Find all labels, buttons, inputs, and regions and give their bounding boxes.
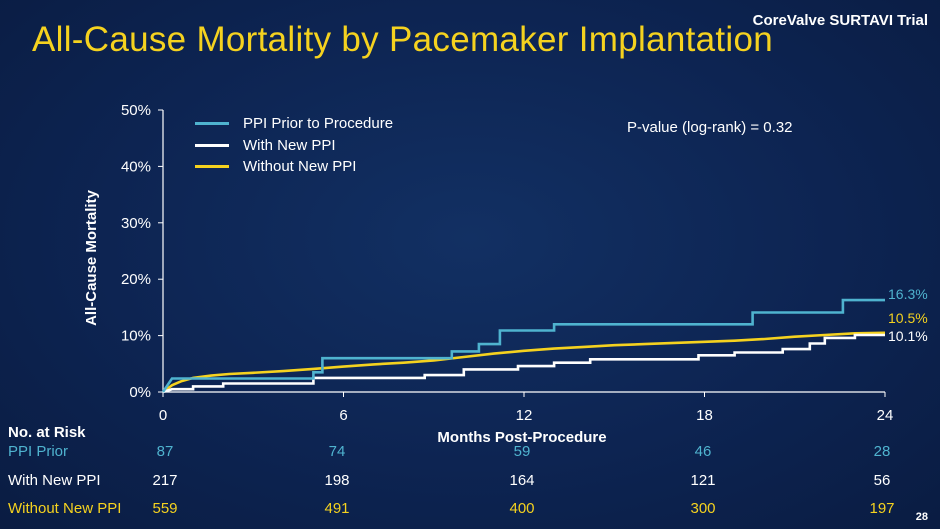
risk-row-label: With New PPI	[8, 472, 101, 489]
legend-swatch-without	[195, 165, 229, 169]
end-label-prior: 16.3%	[888, 286, 928, 302]
x-tick-label: 24	[877, 407, 894, 424]
risk-row-label: PPI Prior	[8, 443, 69, 460]
risk-row-label: Without New PPI	[8, 500, 122, 517]
risk-cell: 217	[152, 472, 178, 489]
page-number: 28	[915, 511, 928, 523]
risk-cell: 491	[324, 500, 350, 517]
legend: PPI Prior to Procedure With New PPI With…	[195, 113, 393, 178]
x-tick-label: 6	[339, 407, 347, 424]
x-tick-label: 18	[696, 407, 713, 424]
risk-cell: 121	[690, 472, 716, 489]
legend-item-new: With New PPI	[195, 135, 393, 157]
legend-label-without: Without New PPI	[243, 158, 357, 176]
y-tick-label: 0%	[129, 384, 151, 401]
y-tick-label: 40%	[121, 158, 151, 175]
risk-cell: 74	[328, 443, 346, 460]
legend-swatch-prior	[195, 122, 229, 126]
trial-name: CoreValve SURTAVI Trial	[752, 12, 928, 29]
risk-cell: 56	[873, 472, 891, 489]
x-tick-label: 0	[159, 407, 167, 424]
legend-label-prior: PPI Prior to Procedure	[243, 115, 394, 133]
risk-cell: 198	[324, 472, 350, 489]
legend-swatch-new	[195, 143, 229, 147]
legend-label-new: With New PPI	[243, 136, 336, 154]
end-label-without: 10.5%	[888, 310, 928, 326]
series-line-new	[162, 333, 885, 394]
risk-cell: 400	[509, 500, 535, 517]
legend-item-prior: PPI Prior to Procedure	[195, 113, 393, 135]
risk-cell: 87	[156, 443, 174, 460]
risk-cell: 164	[509, 472, 535, 489]
pvalue-annotation: P-value (log-rank) = 0.32	[627, 119, 793, 136]
risk-cell: 197	[869, 500, 895, 517]
y-tick-label: 30%	[121, 215, 151, 232]
risk-cell: 300	[690, 500, 716, 517]
y-tick-label: 50%	[121, 102, 151, 119]
x-tick-label: 12	[516, 407, 533, 424]
series-line-without	[162, 331, 886, 394]
slide-title: All-Cause Mortality by Pacemaker Implant…	[32, 20, 774, 59]
y-tick-label: 20%	[121, 271, 151, 288]
risk-cell: 28	[873, 443, 891, 460]
x-axis-label: Months Post-Procedure	[437, 429, 606, 446]
risk-cell: 59	[513, 443, 531, 460]
legend-item-without: Without New PPI	[195, 156, 393, 178]
y-axis-label: All-Cause Mortality	[83, 189, 100, 326]
y-tick-label: 10%	[121, 328, 151, 345]
risk-table-title: No. at Risk	[8, 424, 86, 441]
risk-cell: 559	[152, 500, 178, 517]
end-label-new: 10.1%	[888, 328, 928, 344]
series-line-prior	[161, 298, 885, 393]
risk-cell: 46	[694, 443, 712, 460]
